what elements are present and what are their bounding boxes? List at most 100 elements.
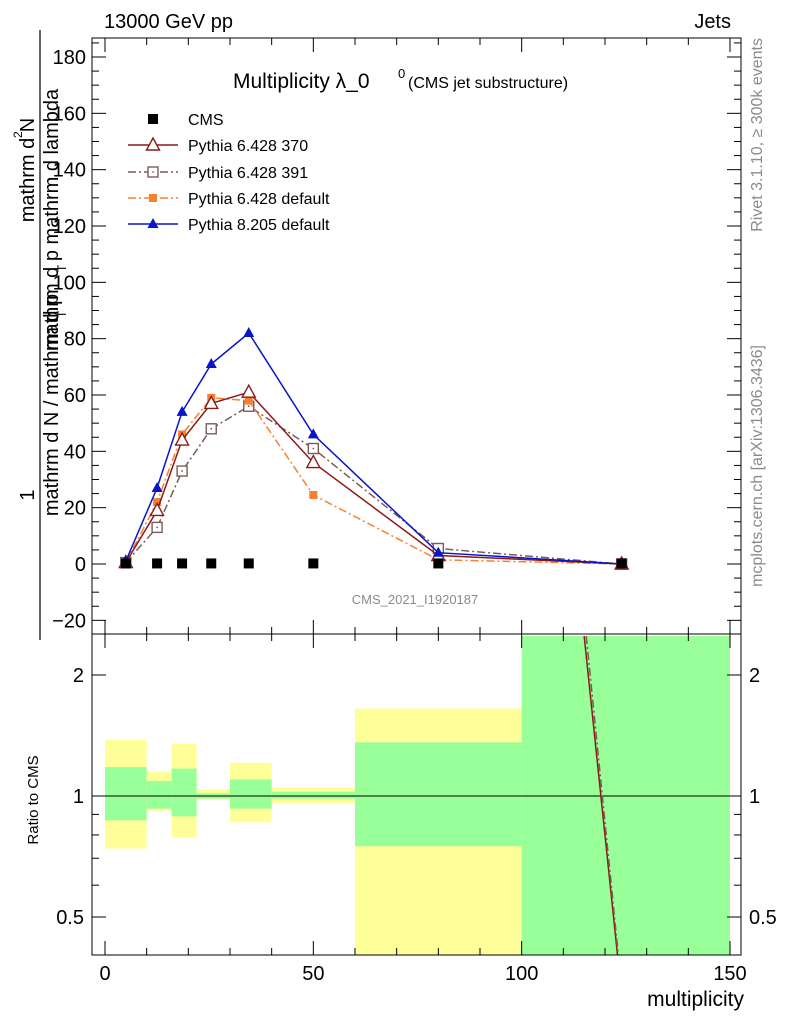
process-title: Jets [694, 11, 731, 33]
y-tick-label: 160 [53, 103, 86, 125]
data-point-cms [308, 558, 319, 569]
x-tick-label: 100 [505, 963, 538, 985]
chart-title-superscript: 0 [398, 66, 405, 81]
legend-item-cms: CMS [148, 112, 224, 129]
series-group [118, 327, 630, 570]
ratio-y-tick-label-right: 2 [749, 665, 760, 687]
data-point-pythia-6-428-391-dot [247, 405, 250, 408]
data-point-pythia-6-428-370 [203, 394, 219, 410]
uncertainty-band-green [171, 768, 197, 817]
ratio-y-tick-label-left: 0.5 [56, 907, 84, 929]
ratio-plot-frame [91, 633, 742, 956]
x-tick-label: 50 [302, 963, 324, 985]
y-tick-label: 40 [64, 441, 86, 463]
data-point-pythia-6-428-370 [241, 383, 257, 398]
data-point-pythia-6-428-391-dot [210, 427, 213, 430]
series-cms [120, 558, 627, 569]
mcplots-source-label: mcplots.cern.ch [arXiv:1306.3436] [749, 345, 766, 587]
data-point-pythia-8-205-default [151, 481, 163, 492]
y-label-tail: mathrm d p mathrm d lambda [41, 88, 63, 351]
legend: CMS Pythia 6.428 370 Pythia 6.428 391 Pythi… [128, 112, 330, 234]
data-point-pythia-6-428-370 [305, 454, 322, 469]
series-pythia-8-205-default [120, 327, 628, 568]
data-point-cms [616, 558, 627, 569]
uncertainty-band-green [105, 767, 147, 821]
y-label-denominator: mathrm d N / mathrm d p [41, 294, 63, 516]
data-point-pythia-6-428-391-dot [181, 470, 183, 472]
data-point-cms [120, 558, 131, 569]
y-label-tail-sub: T [55, 264, 69, 272]
data-point-cms [243, 558, 254, 569]
data-point-cms [206, 558, 217, 569]
legend-label-pythia-6-428-391: Pythia 6.428 391 [188, 165, 308, 182]
uncertainty-band-green [146, 780, 172, 809]
ratio-y-tick-label-right: 1 [749, 786, 760, 808]
legend-label-pythia-6-428-370: Pythia 6.428 370 [188, 138, 308, 155]
series-pythia-6-428-370 [118, 383, 630, 570]
data-point-pythia-6-428-391-dot [312, 447, 315, 450]
data-point-pythia-8-205-default [307, 428, 319, 439]
y-tick-label: 80 [64, 329, 86, 351]
data-point-pythia-6-428-default [244, 396, 253, 405]
data-point-pythia-6-428-default [309, 490, 318, 499]
uncertainty-band-green [271, 791, 355, 799]
analysis-watermark: CMS_2021_I1920187 [352, 592, 479, 607]
rivet-version-label: Rivet 3.1.10, ≥ 300k events [749, 38, 766, 232]
y-tick-label: 100 [53, 272, 86, 294]
main-plot: −20020406080100120140160180Multiplicity … [11, 30, 742, 640]
x-tick-label: 0 [99, 963, 110, 985]
series-line-pythia-8-205-default [125, 331, 622, 565]
ratio-y-tick-label-right: 0.5 [749, 907, 777, 929]
ratio-x-ticks: 0 50 100 150 [99, 634, 747, 985]
ratio-y-tick-label-left: 1 [73, 786, 84, 808]
main-y-ticks: −20 0 20 40 60 80 100 120 140 160 180 [52, 42, 741, 632]
y-tick-label: −20 [52, 610, 86, 632]
data-point-pythia-6-428-391-dot [156, 526, 158, 529]
legend-marker-pythia-6-428-370 [145, 136, 161, 151]
data-point-pythia-8-205-default [205, 358, 217, 369]
data-point-pythia-6-428-370 [149, 502, 165, 517]
y-tick-label: 60 [64, 385, 86, 407]
y-label-denominator-sub: T [55, 310, 69, 318]
legend-item-pythia-6-428-391: Pythia 6.428 391 [128, 165, 308, 182]
chart-title: Multiplicity λ_0 0(CMS jet substructure) [233, 66, 568, 93]
data-point-pythia-8-205-default [243, 327, 255, 338]
series-line-pythia-6-428-370 [125, 391, 622, 565]
data-point-cms [433, 558, 444, 569]
y-label-top: mathrm d N [17, 118, 39, 222]
series-pythia-6-428-391 [120, 400, 628, 570]
y-tick-label: 120 [53, 216, 86, 238]
ratio-line [583, 635, 619, 956]
legend-marker-pythia-8-205-default [147, 218, 159, 228]
ratio-y-tick-label-left: 2 [73, 665, 84, 687]
y-tick-label: 180 [53, 47, 86, 69]
ratio-y-ticks: 0.5 0.5 1 1 2 2 [56, 665, 777, 929]
ratio-line [585, 635, 620, 956]
uncertainty-band-green [230, 779, 272, 809]
y-tick-label: 140 [53, 160, 86, 182]
ratio-plot: 0.5 0.5 1 1 2 2 0 50 100 150 [56, 633, 777, 985]
y-tick-label: 0 [75, 554, 86, 576]
x-tick-label: 150 [713, 963, 746, 985]
y-label-top-sup: 2 [11, 131, 25, 138]
y-label-numerator: 1 [17, 489, 39, 500]
legend-item-pythia-6-428-370: Pythia 6.428 370 [128, 136, 308, 155]
data-point-pythia-8-205-default [432, 546, 444, 557]
uncertainty-band-green [355, 742, 522, 847]
data-point-pythia-8-205-default [176, 405, 188, 416]
data-point-cms [177, 558, 188, 569]
legend-marker-pythia-6-428-default [149, 194, 157, 202]
legend-item-pythia-8-205-default: Pythia 8.205 default [128, 217, 330, 234]
legend-marker-pythia-6-428-391-dot [152, 171, 154, 173]
ratio-y-axis-label: Ratio to CMS [25, 755, 42, 844]
data-point-cms [152, 558, 163, 569]
chart-title-text: Multiplicity λ_0 [233, 70, 370, 93]
legend-label-pythia-6-428-default: Pythia 6.428 default [188, 191, 330, 208]
legend-marker-cms [148, 114, 158, 124]
main-x-ticks [104, 38, 731, 634]
legend-label-pythia-8-205-default: Pythia 8.205 default [188, 217, 330, 234]
legend-label-cms: CMS [188, 112, 224, 129]
collision-energy-title: 13000 GeV pp [104, 11, 233, 33]
